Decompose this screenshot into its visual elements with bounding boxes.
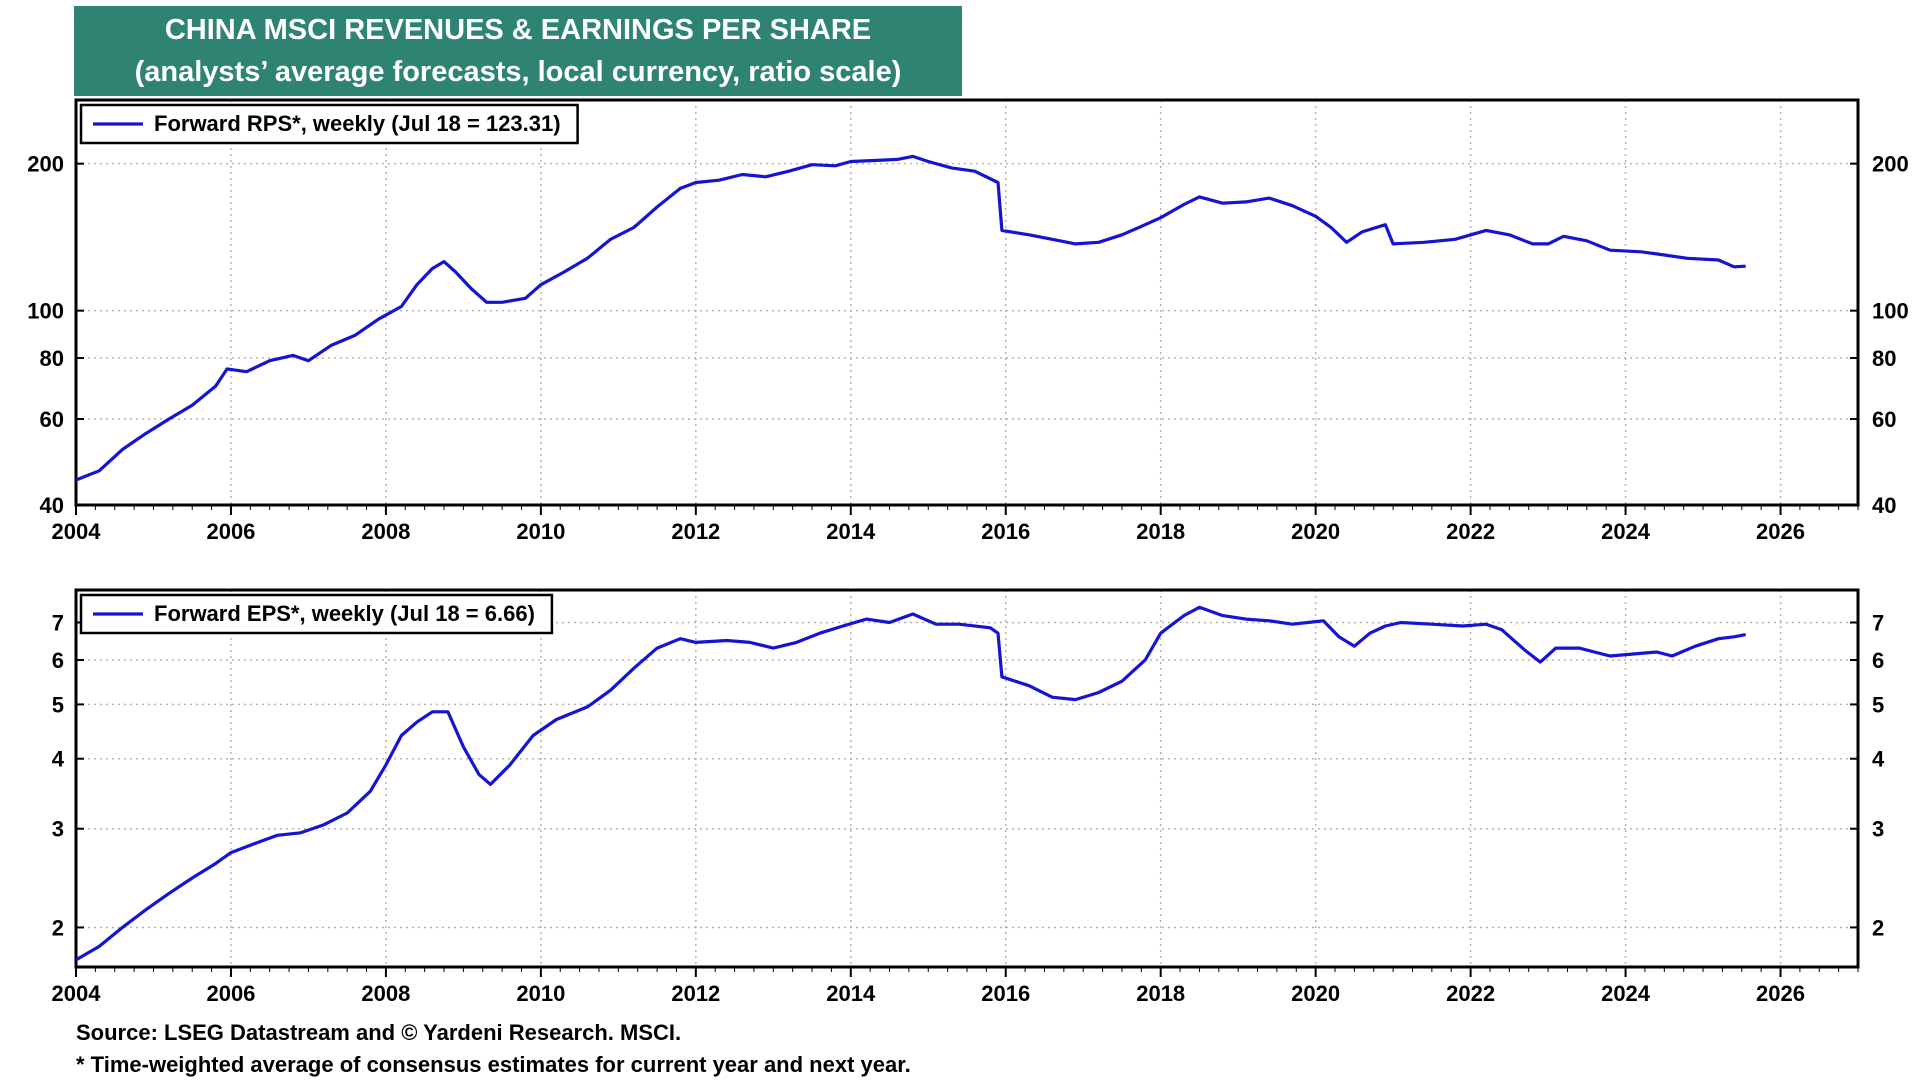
y-tick-label-right: 80: [1872, 346, 1896, 371]
plot-frame: [74, 98, 1860, 507]
y-tick-label-left: 60: [40, 407, 64, 432]
x-tick-label: 2006: [206, 519, 255, 544]
x-tick-label: 2008: [361, 519, 410, 544]
definition-note: * Time-weighted average of consensus est…: [76, 1052, 911, 1077]
legend-label: Forward EPS*, weekly (Jul 18 = 6.66): [154, 601, 535, 626]
x-tick-label: 2014: [826, 519, 876, 544]
y-tick-label-left: 100: [27, 299, 64, 324]
x-tick-label: 2018: [1136, 981, 1185, 1006]
x-tick-label: 2026: [1756, 519, 1805, 544]
chart-title-box: CHINA MSCI REVENUES & EARNINGS PER SHARE…: [74, 6, 962, 96]
y-tick-label-left: 200: [27, 152, 64, 177]
x-tick-label: 2024: [1601, 981, 1651, 1006]
legend-box: [79, 103, 579, 145]
x-tick-label: 2020: [1291, 981, 1340, 1006]
y-tick-label-right: 7: [1872, 611, 1884, 636]
chart-title: CHINA MSCI REVENUES & EARNINGS PER SHARE: [164, 14, 872, 46]
x-tick-label: 2016: [981, 981, 1030, 1006]
x-tick-label: 2010: [516, 981, 565, 1006]
chart-subtitle: (analysts’ average forecasts, local curr…: [134, 56, 902, 88]
y-tick-label-right: 6: [1872, 648, 1884, 673]
x-tick-label: 2022: [1446, 519, 1495, 544]
series-line: [75, 605, 1746, 962]
x-tick-label: 2006: [206, 981, 255, 1006]
y-tick-label-right: 40: [1872, 493, 1896, 518]
x-tick-label: 2010: [516, 519, 565, 544]
y-tick-label-left: 6: [52, 648, 64, 673]
y-tick-label-left: 3: [52, 817, 64, 842]
y-tick-label-left: 40: [40, 493, 64, 518]
x-tick-label: 2016: [981, 519, 1030, 544]
y-tick-label-right: 60: [1872, 407, 1896, 432]
y-tick-label-left: 7: [52, 611, 64, 636]
x-tick-label: 2012: [671, 519, 720, 544]
x-tick-label: 2024: [1601, 519, 1651, 544]
x-tick-label: 2004: [52, 519, 102, 544]
chart-panel-1: 40 40 60 60 80 80 100 100 200 200 2004 2006 2008 2010…: [27, 98, 1909, 544]
legend-box: [79, 593, 554, 635]
x-tick-label: 2008: [361, 981, 410, 1006]
series-line: [75, 154, 1746, 482]
x-tick-label: 2022: [1446, 981, 1495, 1006]
x-tick-label: 2026: [1756, 981, 1805, 1006]
plot-frame: [74, 588, 1860, 969]
x-tick-label: 2014: [826, 981, 876, 1006]
x-tick-label: 2004: [52, 981, 102, 1006]
y-tick-label-left: 5: [52, 692, 64, 717]
y-tick-label-left: 4: [52, 747, 65, 772]
y-tick-label-right: 100: [1872, 299, 1909, 324]
x-tick-label: 2018: [1136, 519, 1185, 544]
chart-panel-2: 2 2 3 3 4 4 5 5 6 6 7 7 2004 2006 2008 2010 2012 2014 2016…: [52, 588, 1885, 1006]
y-tick-label-right: 5: [1872, 692, 1884, 717]
legend-label: Forward RPS*, weekly (Jul 18 = 123.31): [154, 111, 561, 136]
y-tick-label-right: 2: [1872, 915, 1884, 940]
y-tick-label-right: 200: [1872, 152, 1909, 177]
y-tick-label-right: 3: [1872, 817, 1884, 842]
x-tick-label: 2020: [1291, 519, 1340, 544]
y-tick-label-right: 4: [1872, 747, 1885, 772]
x-tick-label: 2012: [671, 981, 720, 1006]
y-tick-label-left: 2: [52, 915, 64, 940]
source-note: Source: LSEG Datastream and © Yardeni Re…: [76, 1020, 682, 1045]
y-tick-label-left: 80: [40, 346, 64, 371]
